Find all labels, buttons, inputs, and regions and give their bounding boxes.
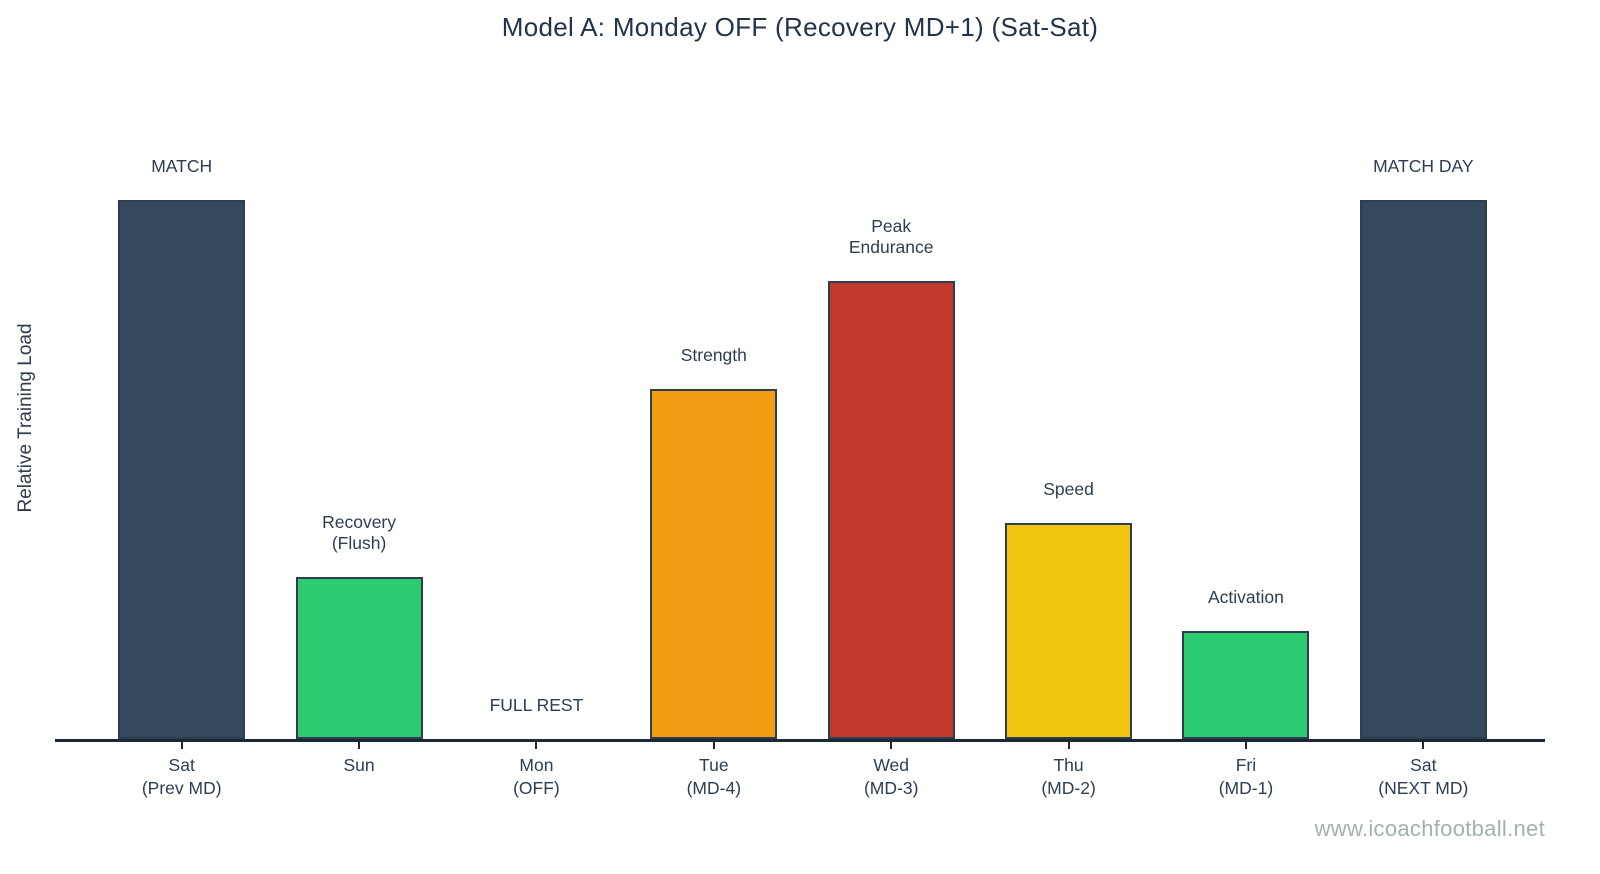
x-axis-line: [55, 739, 1545, 742]
y-axis-label: Relative Training Load: [15, 323, 36, 513]
annotation-line: Endurance: [848, 236, 934, 257]
x-axis-tick-mark: [712, 742, 715, 749]
x-tick-column-6: Fri (MD-1): [1157, 742, 1334, 800]
bar-annotation: MATCH: [151, 156, 212, 177]
bar: [1182, 631, 1310, 739]
chart-title: Model A: Monday OFF (Recovery MD+1) (Sat…: [501, 12, 1099, 42]
bar-column-1: Recovery (Flush): [270, 140, 447, 739]
bar-column-4: Peak Endurance: [803, 140, 980, 739]
x-tick-label: (Prev MD): [141, 778, 222, 798]
x-tick-column-2: Mon (OFF): [448, 742, 625, 800]
bar: [827, 280, 955, 739]
bar-column-0: MATCH: [93, 140, 270, 739]
bar-annotation: Speed: [1043, 479, 1094, 500]
annotation-line: Speed: [1043, 479, 1094, 500]
bar-annotation: Strength: [681, 345, 747, 366]
x-tick-label: Mon: [519, 755, 554, 775]
x-tick-label: (MD-3): [863, 778, 919, 798]
x-tick-label: Thu: [1053, 755, 1084, 775]
x-tick-column-3: Tue (MD-4): [625, 742, 802, 800]
x-axis-tick-mark: [358, 742, 361, 749]
x-tick-label: Sat: [1410, 755, 1437, 775]
x-axis-tick-mark: [1422, 742, 1425, 749]
x-axis-tick-mark: [1067, 742, 1070, 749]
x-tick-label: Sun: [343, 755, 375, 775]
x-tick-label: Sat: [168, 755, 195, 775]
x-axis-tick-mark: [180, 742, 183, 749]
bar-annotation: FULL REST: [490, 695, 584, 716]
x-tick-label: (OFF): [513, 778, 560, 798]
bar-annotation: MATCH DAY: [1373, 156, 1473, 177]
x-axis-tick-mark: [535, 742, 538, 749]
bar-column-2: FULL REST: [448, 140, 625, 739]
x-tick-label: (NEXT MD): [1378, 778, 1469, 798]
plot-area: MATCH Recovery (Flush) FULL REST Strength Pea…: [93, 140, 1512, 739]
annotation-line: (Flush): [331, 533, 387, 554]
annotation-line: MATCH DAY: [1373, 156, 1474, 176]
x-tick-label: Tue: [699, 755, 729, 775]
x-tick-column-7: Sat (NEXT MD): [1335, 742, 1512, 800]
annotation-line: Activation: [1208, 587, 1284, 608]
bar-column-5: Speed: [980, 140, 1157, 739]
bar: [1005, 523, 1133, 739]
x-axis-tick-row: Sat (Prev MD) Sun Mon (OFF) Tue (MD-4) Wed (MD-3…: [93, 742, 1512, 800]
bar-column-3: Strength: [625, 140, 802, 739]
x-tick-column-1: Sun: [270, 742, 447, 800]
x-tick-column-5: Thu (MD-2): [980, 742, 1157, 800]
x-axis-tick-mark: [890, 742, 893, 749]
bar-annotation: Recovery (Flush): [322, 512, 396, 554]
x-tick-column-0: Sat (Prev MD): [93, 742, 270, 800]
annotation-line: FULL REST: [489, 695, 584, 715]
bar: [1359, 200, 1487, 739]
bar-annotation: Activation: [1208, 587, 1284, 608]
bar-column-6: Activation: [1157, 140, 1334, 739]
annotation-line: Strength: [680, 344, 747, 365]
x-tick-label: (MD-2): [1041, 778, 1096, 798]
annotation-line: Recovery: [322, 512, 397, 533]
watermark-text: www.icoachfootball.net: [1314, 816, 1545, 841]
x-tick-label: Fri: [1235, 755, 1257, 775]
annotation-line: MATCH: [151, 156, 213, 176]
bar-column-7: MATCH DAY: [1335, 140, 1512, 739]
bar: [650, 388, 778, 739]
x-axis-tick-mark: [1244, 742, 1247, 749]
annotation-line: Peak: [871, 215, 912, 236]
bar-annotation: Peak Endurance: [849, 216, 934, 258]
bar: [295, 577, 423, 739]
x-tick-label: (MD-4): [686, 778, 742, 798]
x-tick-column-4: Wed (MD-3): [803, 742, 980, 800]
x-tick-label: (MD-1): [1218, 778, 1274, 798]
bar: [118, 200, 246, 739]
x-tick-label: Wed: [873, 755, 910, 775]
